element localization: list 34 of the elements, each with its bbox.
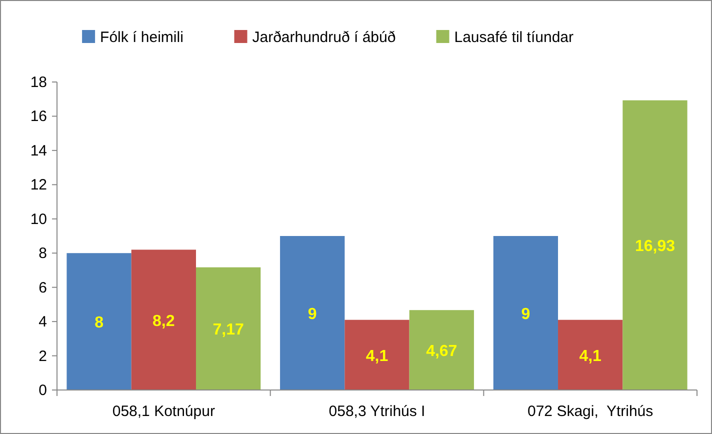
bar xyxy=(409,310,474,390)
x-tick-label: 058,3 Ytrihús I xyxy=(328,403,426,420)
bar xyxy=(622,100,688,390)
y-tick-label: 16 xyxy=(30,108,47,126)
bar xyxy=(493,236,558,390)
data-label: 7,17 xyxy=(212,322,244,339)
data-label: 8 xyxy=(94,314,104,332)
y-tick-label: 12 xyxy=(30,176,47,194)
y-tick-label: 2 xyxy=(38,348,47,365)
legend-label: Lausafé til tíundar xyxy=(454,29,574,46)
bar xyxy=(66,253,132,390)
bar xyxy=(558,320,623,390)
bar xyxy=(196,267,261,390)
data-label: 8,2 xyxy=(152,312,175,330)
y-tick-label: 18 xyxy=(30,74,47,91)
legend-label: Fólk í heimili xyxy=(100,29,184,46)
data-label: 16,93 xyxy=(634,238,676,256)
bar xyxy=(131,250,196,390)
data-label: 9 xyxy=(521,306,530,323)
legend-label: Jarðarhundruð í ábúð xyxy=(252,29,396,46)
data-label: 4,67 xyxy=(426,343,458,360)
y-tick-label: 6 xyxy=(38,279,47,296)
bar xyxy=(344,320,410,390)
bar xyxy=(280,236,345,390)
x-tick-label: 072 Skagi, Ytrihús xyxy=(528,403,654,420)
y-tick-label: 10 xyxy=(30,210,47,228)
data-label: 4,1 xyxy=(579,348,602,365)
x-tick-label: 058,1 Kotnúpur xyxy=(112,403,215,420)
y-tick-label: 0 xyxy=(38,382,47,399)
y-tick-label: 8 xyxy=(38,245,47,262)
data-label: 9 xyxy=(308,306,317,323)
y-tick-label: 14 xyxy=(30,142,47,160)
data-label: 4,1 xyxy=(366,348,388,365)
y-tick-label: 4 xyxy=(38,314,47,331)
